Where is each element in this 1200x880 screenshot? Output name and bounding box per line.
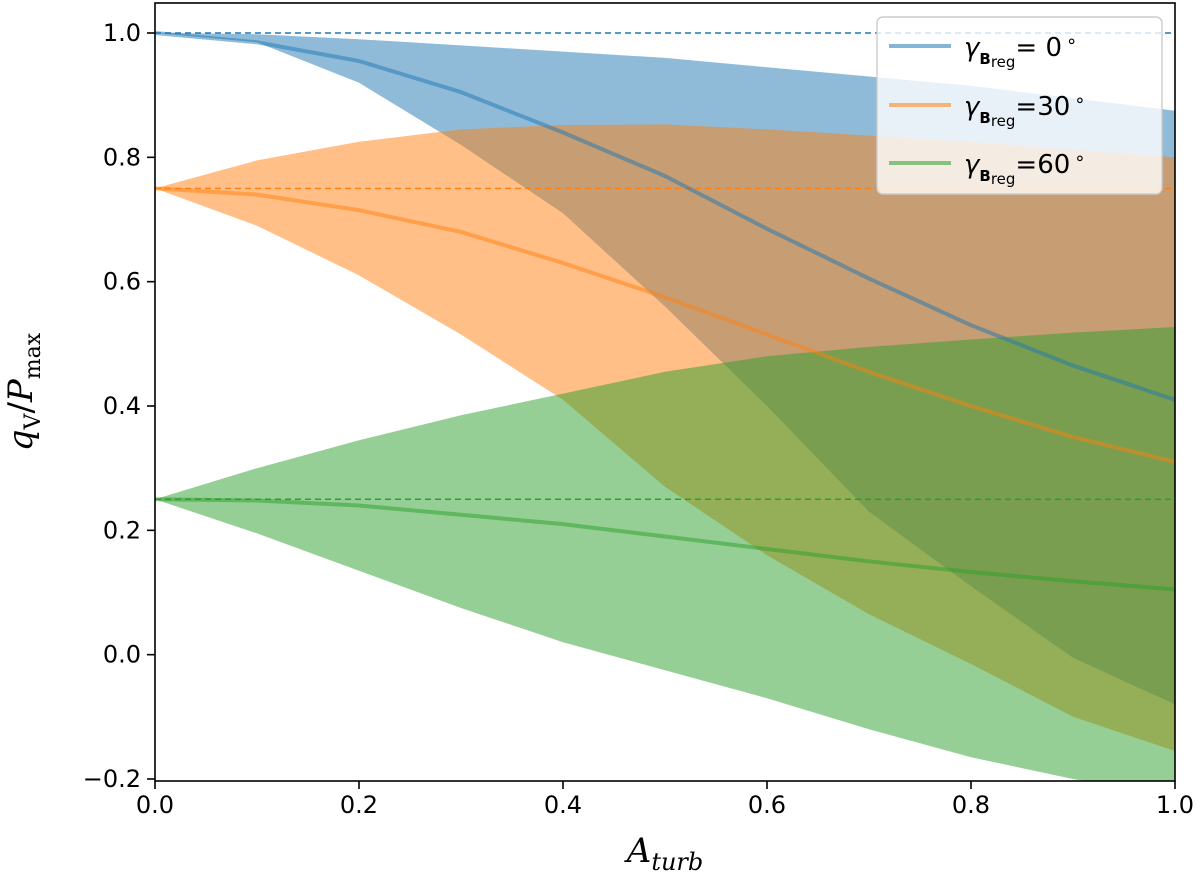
series-line-orange [155,186,1175,464]
y-tick-label: 0.6 [103,268,141,296]
series-line-blue [155,31,1175,402]
legend-box [876,16,1163,195]
series-lines [155,31,1175,592]
x-tick-label: 0.2 [340,791,378,819]
x-ticks: 0.0 0.2 0.4 0.6 0.8 1.0 [136,781,1194,819]
y-tick-label: 1.0 [103,19,141,47]
x-tick-label: 1.0 [1156,791,1194,819]
y-tick-label: 0.0 [103,641,141,669]
series-line-green [155,497,1175,592]
confidence-bands [155,33,1175,781]
band-green [155,327,1175,781]
x-axis-label: Aturb [624,831,704,876]
plot-frame [154,2,1176,782]
legend-label-blue: γBreg= 0 ∘ [964,31,1077,71]
x-tick-label: 0.0 [136,791,174,819]
x-tick-label: 0.4 [544,791,582,819]
legend: γBreg= 0 ∘ γBreg=30 ∘ γBreg=60 ∘ [876,16,1163,195]
y-tick-label: 0.4 [103,392,141,420]
y-axis-label: qV/Pmax [1,332,46,451]
legend-label-green: γBreg=60 ∘ [964,148,1086,188]
y-tick-label: 0.2 [103,516,141,544]
legend-label-orange: γBreg=30 ∘ [964,90,1086,130]
y-ticks: −0.2 0.0 0.2 0.4 0.6 0.8 1.0 [83,19,155,793]
x-tick-label: 0.8 [952,791,990,819]
y-tick-label: −0.2 [83,765,141,793]
x-tick-label: 0.6 [748,791,786,819]
y-tick-label: 0.8 [103,143,141,171]
